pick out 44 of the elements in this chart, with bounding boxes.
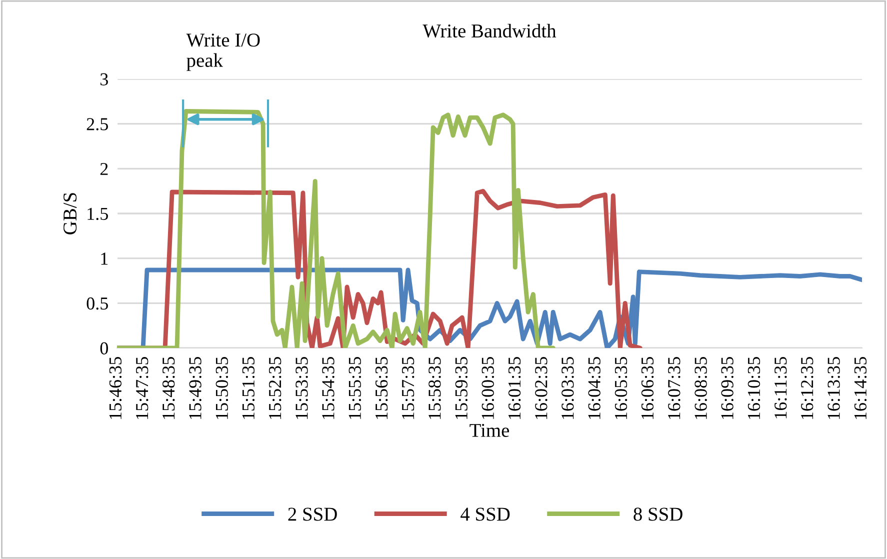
y-tick-label: 3 <box>100 73 108 86</box>
x-tick-label: 16:12:35 <box>801 357 814 419</box>
x-tick-label: 15:50:35 <box>216 357 228 419</box>
x-tick-label: 15:46:35 <box>109 357 122 419</box>
legend-label: 2 SSD <box>288 508 337 521</box>
x-tick-label: 16:14:35 <box>854 357 867 419</box>
x-tick-label: 16:02:35 <box>535 357 548 419</box>
y-tick-label: 0.5 <box>86 297 108 310</box>
y-tick-label: 0 <box>100 342 108 354</box>
legend-label: 4 SSD <box>460 508 510 521</box>
x-tick-label: 15:57:35 <box>402 357 414 419</box>
x-tick-label: 15:56:35 <box>375 357 388 419</box>
x-tick-label: 15:59:35 <box>455 357 468 419</box>
line-series <box>117 109 556 348</box>
x-tick-label: 16:01:35 <box>508 357 521 419</box>
x-tick-label: 16:00:35 <box>482 357 494 419</box>
y-tick-label: 1.5 <box>88 208 108 220</box>
x-tick-label: 15:49:35 <box>189 357 202 419</box>
x-tick-label: 16:09:35 <box>721 357 734 419</box>
chart-title: Write Bandwidth <box>422 24 556 38</box>
x-tick-label: 16:05:35 <box>614 357 628 419</box>
x-tick-label: 16:10:35 <box>748 357 760 419</box>
x-tick-label: 15:55:35 <box>348 357 362 419</box>
x-tick-label: 15:54:35 <box>322 357 334 419</box>
x-tick-label: 16:03:35 <box>562 357 574 419</box>
y-tick-label: 2.5 <box>86 118 108 130</box>
x-tick-label: 16:08:35 <box>694 357 707 419</box>
y-axis-title: GB/S <box>64 193 77 234</box>
x-tick-label: 15:52:35 <box>269 357 282 419</box>
x-tick-label: 15:47:35 <box>136 357 148 419</box>
y-tick-label: 2 <box>100 162 108 175</box>
x-tick-label: 16:06:35 <box>641 357 654 419</box>
legend-label: 8 SSD <box>634 508 682 521</box>
y-tick-label: 1 <box>101 252 108 265</box>
annotation: Write I/O peak <box>186 34 260 71</box>
x-tick-label: 15:48:35 <box>162 357 175 419</box>
x-tick-label: 15:53:35 <box>296 357 308 419</box>
x-axis-title: Time <box>470 424 510 437</box>
x-tick-label: 16:04:35 <box>588 357 600 419</box>
x-tick-label: 16:11:35 <box>774 357 787 418</box>
x-tick-label: 16:13:35 <box>828 357 840 419</box>
x-tick-label: 15:58:35 <box>428 357 441 419</box>
x-tick-label: 16:07:35 <box>668 357 680 419</box>
x-tick-label: 15:51:35 <box>242 357 255 419</box>
